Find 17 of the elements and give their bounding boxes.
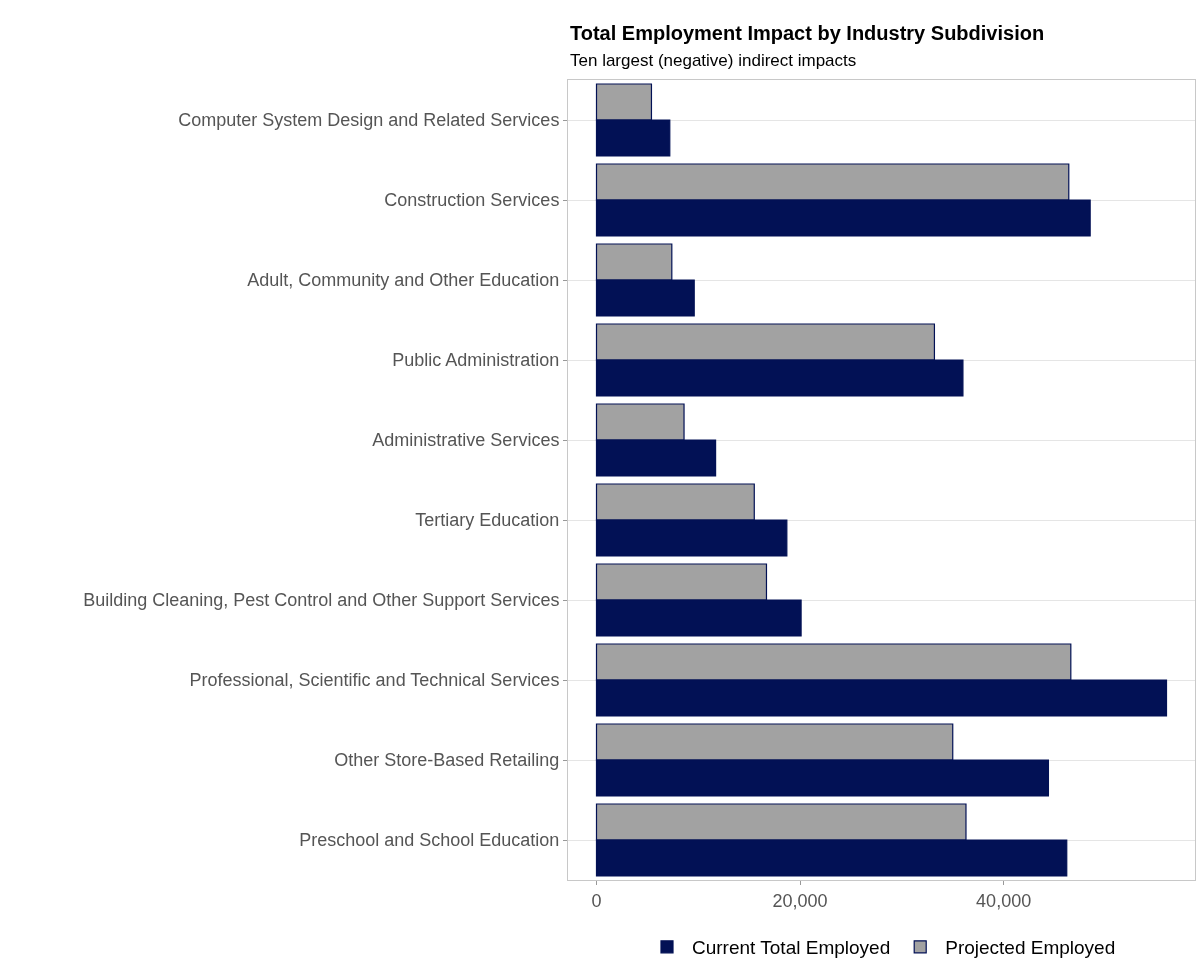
y-tick-label: Administrative Services bbox=[372, 430, 560, 451]
chart-subtitle: Ten largest (negative) indirect impacts bbox=[570, 51, 857, 70]
y-tick-label: Tertiary Education bbox=[415, 510, 560, 531]
y-tick-label: Building Cleaning, Pest Control and Other Support Services bbox=[83, 590, 560, 611]
y-tick-label: Adult, Community and Other Education bbox=[247, 270, 560, 291]
x-tick-label: 40,000 bbox=[976, 890, 1032, 911]
y-tick-label: Professional, Scientific and Technical Services bbox=[189, 670, 560, 691]
legend-label: Projected Employed bbox=[945, 937, 1116, 959]
y-tick-label: Other Store-Based Retailing bbox=[334, 750, 560, 771]
x-tick-label: 0 bbox=[591, 890, 602, 911]
legend-label: Current Total Employed bbox=[692, 937, 891, 959]
y-tick-label: Preschool and School Education bbox=[299, 830, 560, 851]
y-tick-label: Construction Services bbox=[384, 190, 560, 211]
y-tick-label: Public Administration bbox=[392, 350, 560, 371]
x-tick-label: 20,000 bbox=[772, 890, 828, 911]
chart-title: Total Employment Impact by Industry Subdivision bbox=[570, 22, 1045, 44]
y-tick-label: Computer System Design and Related Services bbox=[178, 110, 560, 131]
